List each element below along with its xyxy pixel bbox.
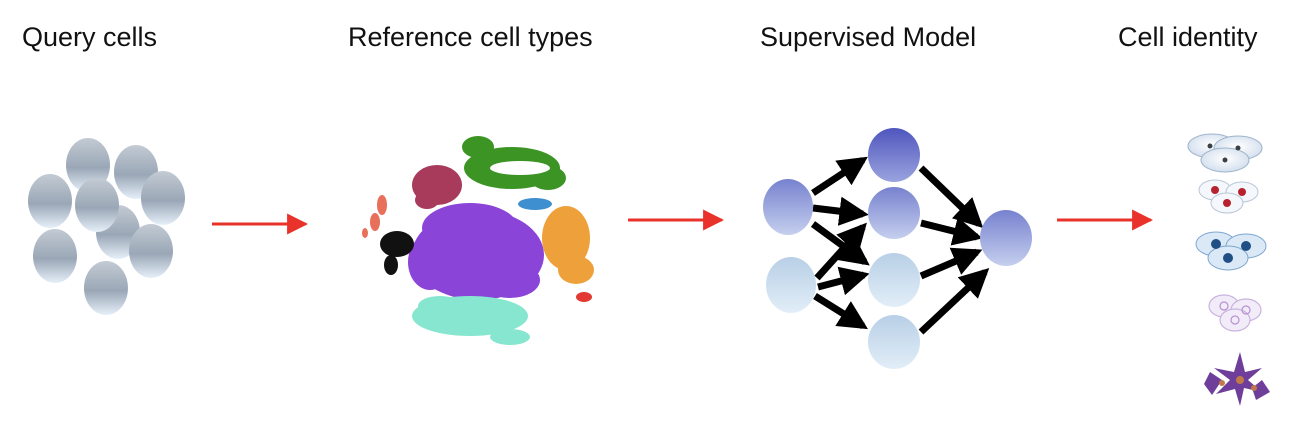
neural-node-icon xyxy=(868,253,920,307)
neural-node-icon xyxy=(868,187,920,239)
stage-label-supervised-model: Supervised Model xyxy=(760,22,977,52)
cluster-blue xyxy=(518,198,552,210)
cell-identity-icons xyxy=(1187,133,1270,406)
cell-type-icon xyxy=(1198,179,1259,214)
query-cell-icon xyxy=(141,171,185,225)
cell-type-icon xyxy=(1187,133,1263,173)
nn-edge xyxy=(811,156,868,196)
cell-type-icon xyxy=(1195,231,1267,271)
query-cell-icon xyxy=(33,229,77,283)
nn-edge xyxy=(814,222,867,281)
query-cell-icon xyxy=(28,174,72,228)
cell-type-icon xyxy=(1208,294,1262,332)
nn-edge xyxy=(918,165,984,229)
neural-node-icon xyxy=(868,128,920,182)
cell-type-icon xyxy=(1204,352,1270,406)
cluster-green-hole xyxy=(490,161,550,175)
cluster-black xyxy=(380,231,414,275)
neural-node-icon xyxy=(980,210,1032,266)
nn-edge xyxy=(813,293,868,330)
cluster-maroon xyxy=(412,165,462,209)
nn-edges xyxy=(810,156,990,335)
stage-label-reference-cell-types: Reference cell types xyxy=(348,22,593,52)
nn-edge xyxy=(817,266,870,296)
cluster-teal xyxy=(412,296,530,345)
nn-edge xyxy=(919,247,983,280)
stage-label-cell-identity: Cell identity xyxy=(1118,22,1258,52)
nn-edge xyxy=(920,217,983,246)
query-cells-cluster xyxy=(28,138,185,315)
query-cell-icon xyxy=(84,261,128,315)
stage-label-query-cells: Query cells xyxy=(22,22,158,52)
neural-network xyxy=(763,128,1032,369)
cluster-orange xyxy=(542,206,594,284)
cluster-salmon xyxy=(362,195,387,238)
cluster-purple xyxy=(408,203,544,300)
neural-node-icon xyxy=(766,257,816,313)
neural-node-icon xyxy=(763,179,813,235)
neural-node-icon xyxy=(868,315,920,369)
nn-edge xyxy=(812,196,869,226)
query-cell-icon xyxy=(75,178,119,232)
nn-edge xyxy=(918,267,990,335)
tsne-cluster-icon xyxy=(362,136,594,345)
query-cell-icon xyxy=(129,224,173,278)
cluster-red xyxy=(576,292,592,302)
